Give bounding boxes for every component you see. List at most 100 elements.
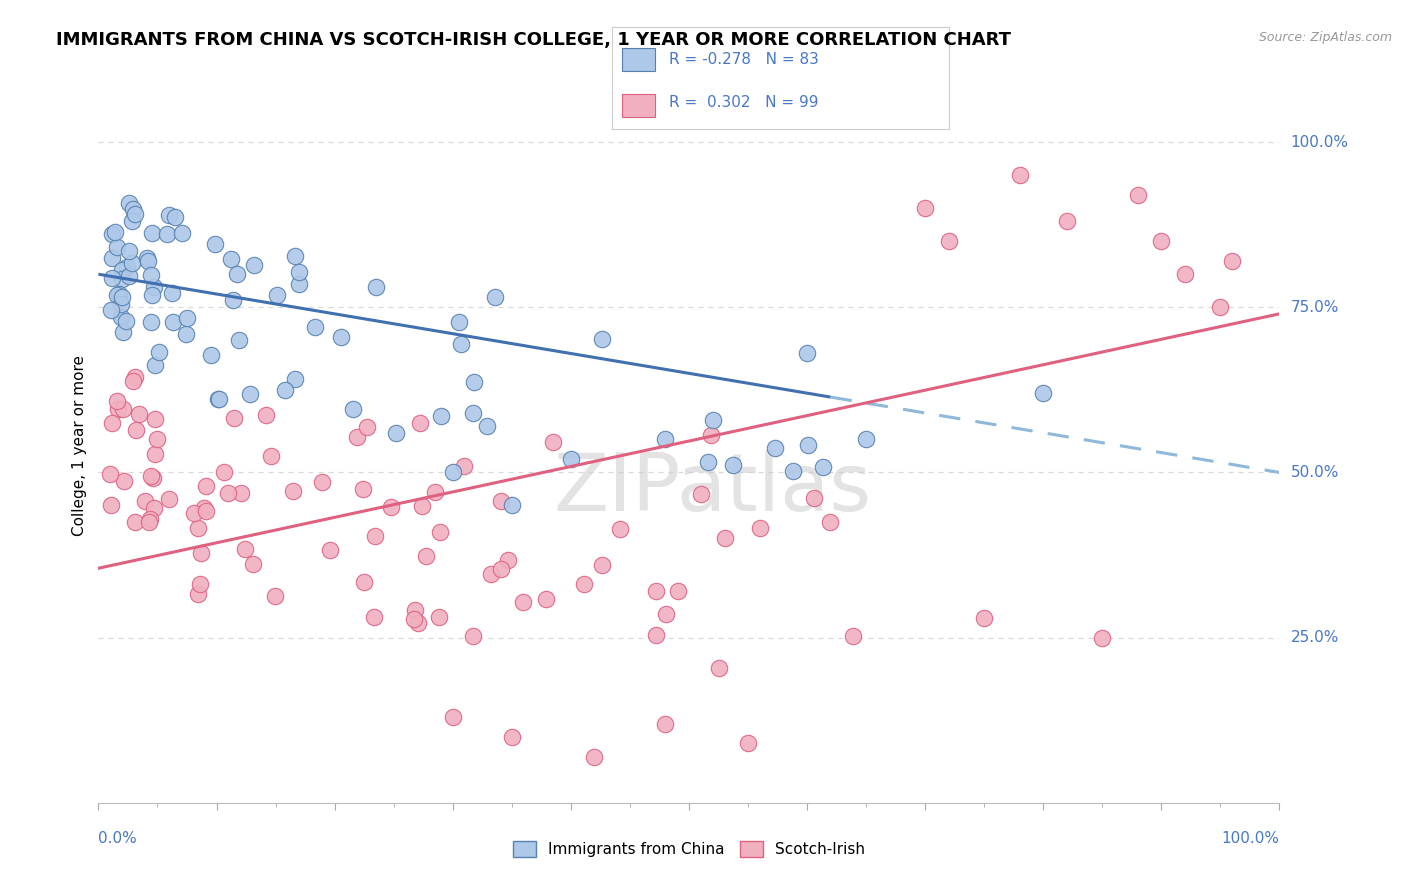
Point [512, 595, 534, 609]
Point [484, 290, 506, 304]
Point [228, 333, 250, 347]
Point [311, 475, 333, 489]
Point [591, 558, 613, 572]
Point [183, 507, 205, 521]
Text: 100.0%: 100.0% [1291, 135, 1348, 150]
Point [696, 455, 718, 469]
Point [260, 449, 283, 463]
Point [404, 603, 426, 617]
Point [208, 392, 231, 407]
Point [427, 609, 450, 624]
Point [534, 591, 557, 606]
Point [748, 521, 770, 535]
Point [121, 213, 143, 227]
Point [423, 484, 446, 499]
Point [117, 260, 139, 274]
Point [380, 500, 402, 515]
Point [1056, 214, 1078, 228]
Point [148, 344, 170, 359]
Text: 50.0%: 50.0% [1291, 465, 1339, 480]
Point [450, 337, 472, 351]
Point [145, 432, 167, 446]
Text: R =  0.302   N = 99: R = 0.302 N = 99 [669, 95, 818, 111]
Point [411, 499, 433, 513]
Point [170, 226, 193, 240]
Point [707, 660, 730, 674]
Point [187, 587, 209, 601]
Text: ZIPatlas: ZIPatlas [554, 450, 872, 528]
Point [254, 409, 277, 423]
Point [463, 375, 485, 389]
Point [125, 423, 148, 437]
Point [217, 486, 239, 500]
Point [141, 288, 163, 302]
Point [194, 479, 217, 493]
Point [366, 279, 388, 293]
Point [124, 515, 146, 529]
Point [239, 386, 262, 401]
Point [1220, 254, 1243, 268]
Point [654, 607, 676, 621]
Point [501, 730, 523, 744]
Point [143, 358, 166, 372]
Point [572, 576, 595, 591]
Point [124, 369, 146, 384]
Point [409, 417, 432, 431]
Point [187, 520, 209, 534]
Point [190, 546, 212, 560]
Point [287, 277, 309, 292]
Point [110, 296, 132, 310]
Point [107, 401, 129, 416]
Point [463, 406, 485, 420]
Point [1008, 168, 1031, 182]
Point [139, 512, 162, 526]
Point [98, 467, 121, 482]
Point [429, 524, 451, 539]
Point [284, 372, 307, 386]
Point [1032, 386, 1054, 401]
Point [281, 483, 304, 498]
Point [142, 500, 165, 515]
Point [329, 330, 352, 344]
Point [138, 516, 160, 530]
Point [441, 710, 464, 724]
Point [110, 310, 132, 324]
Point [353, 575, 375, 590]
Point [242, 557, 264, 571]
Point [118, 268, 141, 283]
Point [219, 252, 242, 266]
Point [1209, 300, 1232, 314]
Point [101, 416, 124, 430]
Point [447, 315, 470, 329]
Point [101, 227, 124, 242]
Point [117, 244, 139, 258]
Point [842, 629, 865, 643]
Point [479, 567, 502, 582]
Point [914, 201, 936, 215]
Point [700, 427, 723, 442]
Point [583, 749, 606, 764]
Point [352, 482, 374, 496]
Point [105, 288, 128, 302]
Point [100, 498, 122, 512]
Point [108, 287, 131, 301]
Point [111, 326, 134, 340]
Point [304, 320, 326, 334]
Point [363, 610, 385, 624]
Point [803, 491, 825, 505]
Point [235, 542, 257, 557]
Point [609, 522, 631, 536]
Point [855, 433, 877, 447]
Point [122, 202, 145, 217]
Point [105, 240, 128, 254]
Point [176, 311, 198, 326]
Legend: Immigrants from China, Scotch-Irish: Immigrants from China, Scotch-Irish [506, 835, 872, 863]
Point [346, 429, 368, 443]
Point [264, 589, 287, 603]
Point [188, 576, 211, 591]
Point [560, 452, 582, 467]
Point [195, 504, 218, 518]
Point [141, 315, 163, 329]
Point [489, 494, 512, 508]
Point [121, 255, 143, 269]
